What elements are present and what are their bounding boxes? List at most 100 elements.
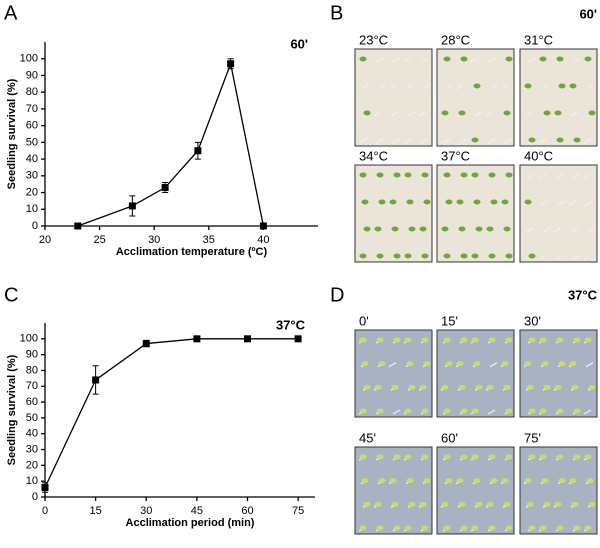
seedling-stem: [442, 138, 451, 144]
data-point: [244, 335, 251, 343]
seedling-stem: [444, 84, 453, 90]
seedling-stem: [388, 84, 397, 90]
seedling-leaf: [471, 137, 479, 143]
seedling-leaf: [443, 56, 451, 62]
seedling-leaf: [423, 199, 431, 205]
photo: [519, 446, 598, 535]
x-axis-label: Acclimation period (min): [126, 517, 255, 529]
seedling-leaf: [503, 501, 511, 507]
photo: [519, 48, 598, 147]
photo: [354, 48, 433, 147]
seedling-leaf: [361, 361, 369, 367]
seedling-stem: [525, 111, 534, 117]
seedling-leaf: [404, 454, 412, 460]
seedling-leaf: [501, 361, 509, 367]
y-tick-label: 0: [32, 491, 38, 503]
y-tick-label: 40: [26, 153, 38, 165]
y-tick-label: 80: [26, 364, 38, 376]
x-tick-label: 15: [90, 505, 102, 517]
seedling-leaf: [543, 501, 551, 507]
seedling-leaf: [376, 454, 384, 460]
seedling-leaf: [421, 172, 429, 178]
seedling-leaf: [443, 525, 451, 531]
seedling-leaf: [443, 172, 451, 178]
panel-label: A: [4, 2, 18, 24]
y-axis-label: Seedling survival (%): [6, 354, 18, 465]
x-tick-label: 40: [257, 234, 269, 246]
seedling-leaf: [458, 226, 466, 232]
seedling-leaf: [363, 501, 371, 507]
seedling-leaf: [505, 337, 513, 343]
x-tick-label: 25: [93, 234, 105, 246]
seedling-stem: [525, 227, 534, 233]
seedling-stem: [390, 111, 399, 117]
data-point: [74, 222, 82, 230]
seedling-stem: [585, 200, 594, 206]
seedling-stem: [572, 254, 581, 260]
panel-label: D: [330, 284, 344, 306]
seedling-stem: [538, 254, 547, 260]
photo-label: 30': [524, 313, 541, 328]
seedling-leaf: [524, 361, 532, 367]
seedling-leaf: [554, 110, 562, 116]
data-line: [44, 338, 299, 488]
seedling-leaf: [539, 337, 547, 343]
seedling-leaf: [376, 408, 384, 414]
seedling-leaf: [488, 172, 496, 178]
seedling-leaf: [456, 478, 464, 484]
seedling-leaf: [473, 199, 481, 205]
seedling-leaf: [443, 454, 451, 460]
y-tick-label: 90: [26, 69, 38, 81]
seedling-stem: [392, 57, 401, 63]
seedling-leaf: [490, 478, 498, 484]
x-tick-label: 20: [39, 234, 51, 246]
seedling-stem: [555, 173, 564, 179]
seedling-leaf: [406, 199, 414, 205]
data-point: [259, 222, 267, 230]
y-tick-label: 20: [26, 459, 38, 471]
photo-label: 45': [359, 430, 376, 445]
seedling-leaf: [486, 226, 494, 232]
seedling-leaf: [406, 361, 414, 367]
seedling-leaf: [475, 226, 483, 232]
seedling-leaf: [541, 361, 549, 367]
seedling-leaf: [404, 408, 412, 414]
photo: [354, 446, 433, 535]
seedling-leaf: [378, 199, 386, 205]
seedling-stem: [403, 138, 412, 144]
y-tick-label: 30: [26, 170, 38, 182]
seedling-leaf: [404, 253, 412, 259]
seedling-leaf: [584, 454, 592, 460]
seedling-leaf: [543, 110, 551, 116]
seedling-leaf: [526, 501, 534, 507]
seedling-stem: [403, 57, 412, 63]
seedling-leaf: [505, 172, 513, 178]
seedling-leaf: [503, 110, 511, 116]
seedling-leaf: [406, 478, 414, 484]
seedling-leaf: [558, 83, 566, 89]
seedling-stem: [540, 200, 549, 206]
seedling-leaf: [539, 454, 547, 460]
seedling-leaf: [393, 454, 401, 460]
seedling-leaf: [539, 408, 547, 414]
seedling-stem: [407, 111, 416, 117]
seedling-leaf: [460, 454, 468, 460]
seedling-leaf: [359, 172, 367, 178]
seedling-leaf: [378, 361, 386, 367]
seedling-leaf: [569, 83, 577, 89]
seedling-leaf: [389, 478, 397, 484]
seedling-leaf: [359, 408, 367, 414]
seedling-leaf: [490, 199, 498, 205]
seedling-leaf: [445, 478, 453, 484]
seedling-leaf: [374, 501, 382, 507]
photo-group-title: 60': [579, 6, 597, 21]
seedling-stem: [542, 227, 551, 233]
seedling-stem: [489, 84, 498, 90]
seedling-leaf: [473, 478, 481, 484]
seedling-stem: [405, 84, 414, 90]
seedling-leaf: [526, 384, 534, 390]
seedling-leaf: [376, 172, 384, 178]
x-tick-label: 45: [191, 505, 203, 517]
data-point: [142, 340, 150, 348]
y-tick-label: 70: [26, 380, 38, 392]
